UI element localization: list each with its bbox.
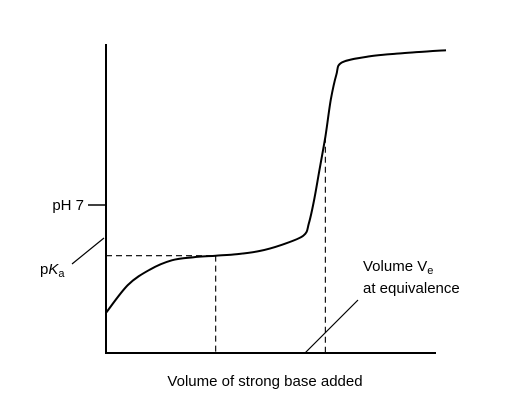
titration-curve [105,49,447,314]
ph7-tick-label: pH 7 [52,197,84,214]
equivalence-annotation-line2: at equivalence [363,280,460,297]
equivalence-annotation-line1: Volume Ve [363,258,433,277]
pka-leader-line [71,237,105,265]
equivalence-leader-line [304,299,359,354]
x-axis-label: Volume of strong base added [167,373,362,390]
pka-tick-label: pKa [40,261,65,280]
